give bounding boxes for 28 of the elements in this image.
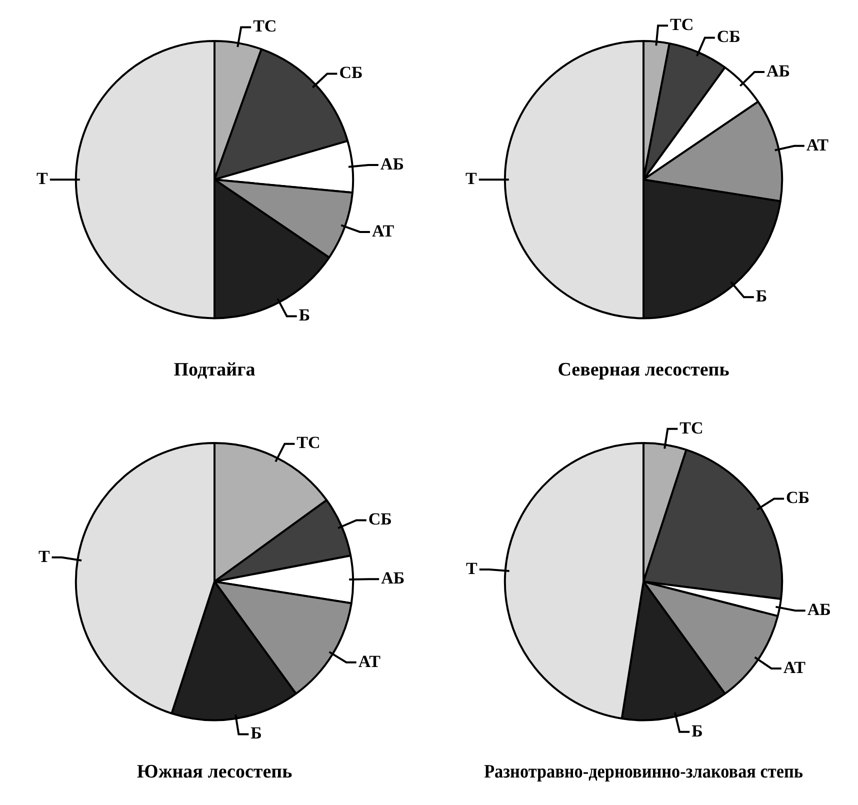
slice-label: АБ (807, 600, 831, 619)
slice-label: СБ (368, 510, 392, 529)
slice-label: Б (298, 306, 310, 325)
slice-label: АБ (381, 568, 405, 588)
slice-label: АБ (766, 61, 790, 80)
slice-label: Т (36, 168, 49, 188)
slice-label: Т (466, 558, 478, 578)
slice-label: Б (756, 286, 768, 306)
slice-label: АТ (783, 658, 806, 677)
slice-label: АТ (806, 135, 830, 154)
slice-label: ТС (680, 418, 704, 438)
slice-label: СБ (786, 488, 810, 508)
slice-label: АТ (358, 652, 382, 671)
slice-label: ТС (253, 16, 277, 36)
slice-label: Б (250, 724, 262, 743)
slice-label: СБ (716, 27, 740, 46)
text: Подтайга (174, 360, 256, 381)
slice-label: Б (692, 721, 703, 740)
text: Северная лесостепь (558, 360, 730, 381)
slice-label: АБ (380, 154, 404, 174)
text: Южная лесостепь (136, 762, 292, 783)
slice-label: ТС (296, 433, 320, 452)
slice-label: ТС (670, 15, 694, 34)
slice-label: СБ (339, 63, 363, 82)
slice-label: АТ (372, 221, 395, 240)
slice-label: Т (466, 168, 478, 188)
text: Разнотравно-дерновинно-злаковая степь (484, 760, 804, 782)
slice-label: Т (38, 546, 50, 566)
